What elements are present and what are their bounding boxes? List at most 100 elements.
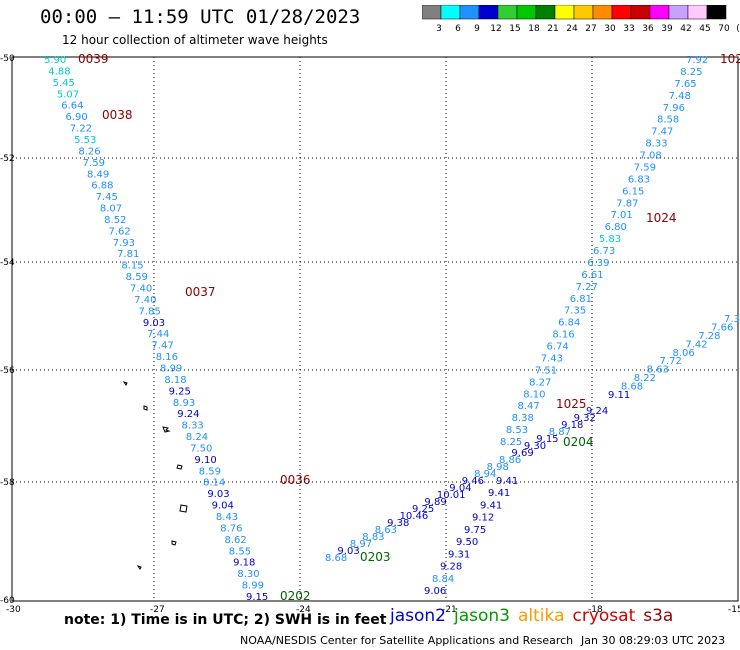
wave-height-value: 9.41 <box>496 476 518 487</box>
wave-height-value: 9.25 <box>412 504 434 515</box>
y-axis-label: -52 <box>0 154 15 164</box>
wave-height-value: 9.46 <box>462 476 484 487</box>
wave-height-value: 7.51 <box>535 365 557 376</box>
wave-height-value: 7.59 <box>83 158 105 169</box>
wave-height-value: 9.15 <box>246 592 268 603</box>
wave-height-value: 5.90 <box>44 55 66 66</box>
wave-height-value: 8.15 <box>121 261 143 272</box>
y-axis-label: -58 <box>0 478 15 488</box>
wave-height-value: 6.64 <box>61 101 83 112</box>
wave-height-value: 8.22 <box>634 373 656 384</box>
wave-height-value: 7.85 <box>139 306 161 317</box>
color-swatch <box>706 5 727 20</box>
wave-height-value: 7.50 <box>190 443 212 454</box>
x-axis-label: -27 <box>150 605 165 612</box>
wave-height-value: 9.41 <box>480 500 502 511</box>
wave-height-value: 6.84 <box>558 318 580 329</box>
color-scale-label: 33 <box>623 24 634 34</box>
wave-height-value: 8.98 <box>487 462 509 473</box>
wave-height-value: 9.03 <box>207 489 229 500</box>
wave-height-value: 6.81 <box>570 294 592 305</box>
wave-height-value: 8.93 <box>173 398 195 409</box>
wave-height-value: 7.40 <box>130 284 152 295</box>
x-axis-label: -15 <box>728 605 740 612</box>
wave-height-value: 5.53 <box>74 135 96 146</box>
wave-height-value: 9.38 <box>387 518 409 529</box>
pass-time-label: 102 <box>720 52 740 66</box>
wave-height-value: 9.24 <box>586 406 608 417</box>
wave-height-value: 8.76 <box>220 523 242 534</box>
wave-height-value: 7.08 <box>640 151 662 162</box>
color-scale-label: 42 <box>680 24 691 34</box>
wave-height-value: 6.90 <box>65 112 87 123</box>
wave-height-value: 7.59 <box>634 162 656 173</box>
pass-time-label: 0203 <box>360 550 391 564</box>
wave-height-map: -50 -52 -54 -56 -58 -60-30 -27 -24 -21 -18 -15 5.9… <box>0 52 740 612</box>
wave-height-value: 9.18 <box>561 420 583 431</box>
color-scale-label: 12 <box>490 24 501 34</box>
wave-height-value: 9.69 <box>511 448 533 459</box>
wave-height-value: 8.83 <box>362 532 384 543</box>
track-mid: 8.689.038.978.838.639.3810.469.259.8910.… <box>325 406 608 564</box>
wave-height-value: 8.87 <box>549 427 571 438</box>
wave-height-value: 8.68 <box>325 553 347 564</box>
grid-lines <box>12 57 738 601</box>
legend-entry: cryosat <box>572 606 636 626</box>
wave-height-value: 7.48 <box>669 91 691 102</box>
wave-height-value: 8.99 <box>242 581 264 592</box>
color-scale-label: 45 <box>699 24 710 34</box>
wave-height-value: 8.97 <box>350 539 372 550</box>
wave-height-value: 6.39 <box>587 258 609 269</box>
pass-time-label: 0036 <box>280 473 311 487</box>
wave-height-value: 9.32 <box>574 413 596 424</box>
wave-height-value: 8.47 <box>517 401 539 412</box>
wave-height-value: 9.03 <box>143 318 165 329</box>
wave-height-value: 8.55 <box>229 546 251 557</box>
y-axis-label: -50 <box>0 54 15 64</box>
wave-height-value: 9.31 <box>448 549 470 560</box>
map-subtitle: 12 hour collection of altimeter wave hei… <box>62 33 328 47</box>
wave-height-value: 8.24 <box>186 432 208 443</box>
wave-height-value: 7.93 <box>113 238 135 249</box>
wave-height-value: 6.80 <box>605 222 627 233</box>
x-axis-label: -24 <box>296 605 311 612</box>
y-axis-label: -56 <box>0 366 15 376</box>
wave-height-value: 9.41 <box>488 488 510 499</box>
wave-height-value: 7.62 <box>108 226 130 237</box>
wave-height-value: 9.06 <box>424 586 446 597</box>
wave-height-value: 7.35 <box>564 306 586 317</box>
wave-height-value: 9.03 <box>337 546 359 557</box>
color-scale-label: 6 <box>455 24 461 34</box>
wave-height-value: 7.01 <box>610 210 632 221</box>
wave-height-value: 8.68 <box>621 382 643 393</box>
x-axis-label: -18 <box>588 605 603 612</box>
wave-height-value: 7.36 <box>724 314 740 325</box>
wave-height-value: 7.81 <box>117 249 139 260</box>
wave-height-value: 8.59 <box>126 272 148 283</box>
wave-height-value: 8.53 <box>506 425 528 436</box>
track-left: 5.904.885.455.076.646.907.225.538.267.59… <box>44 55 268 603</box>
wave-height-value: 8.59 <box>199 466 221 477</box>
pass-time-label: 1025 <box>556 397 587 411</box>
x-axis-label: -30 <box>6 605 21 612</box>
wave-height-value: 9.11 <box>608 390 630 401</box>
wave-height-value: 8.26 <box>78 146 100 157</box>
wave-height-value: 8.14 <box>203 478 225 489</box>
wave-height-value: 9.30 <box>524 441 546 452</box>
wave-height-value: 5.45 <box>53 78 75 89</box>
credit-line: NOAA/NESDIS Center for Satellite Applica… <box>240 634 574 647</box>
map-frame <box>11 56 739 602</box>
color-scale-label: 39 <box>661 24 673 34</box>
wave-height-value: 8.16 <box>552 330 574 341</box>
wave-height-value: 7.47 <box>651 127 673 138</box>
legend-entry: jason2 <box>390 606 446 626</box>
wave-height-value: 8.58 <box>657 115 679 126</box>
pass-time-label: 0037 <box>185 285 216 299</box>
wave-height-value: 7.72 <box>660 356 682 367</box>
wave-height-value: 8.38 <box>512 413 534 424</box>
legend-entry: altika <box>518 606 565 626</box>
color-scale-label: 18 <box>528 24 540 34</box>
wave-height-value: 8.33 <box>645 139 667 150</box>
wave-height-value: 7.92 <box>686 55 708 66</box>
